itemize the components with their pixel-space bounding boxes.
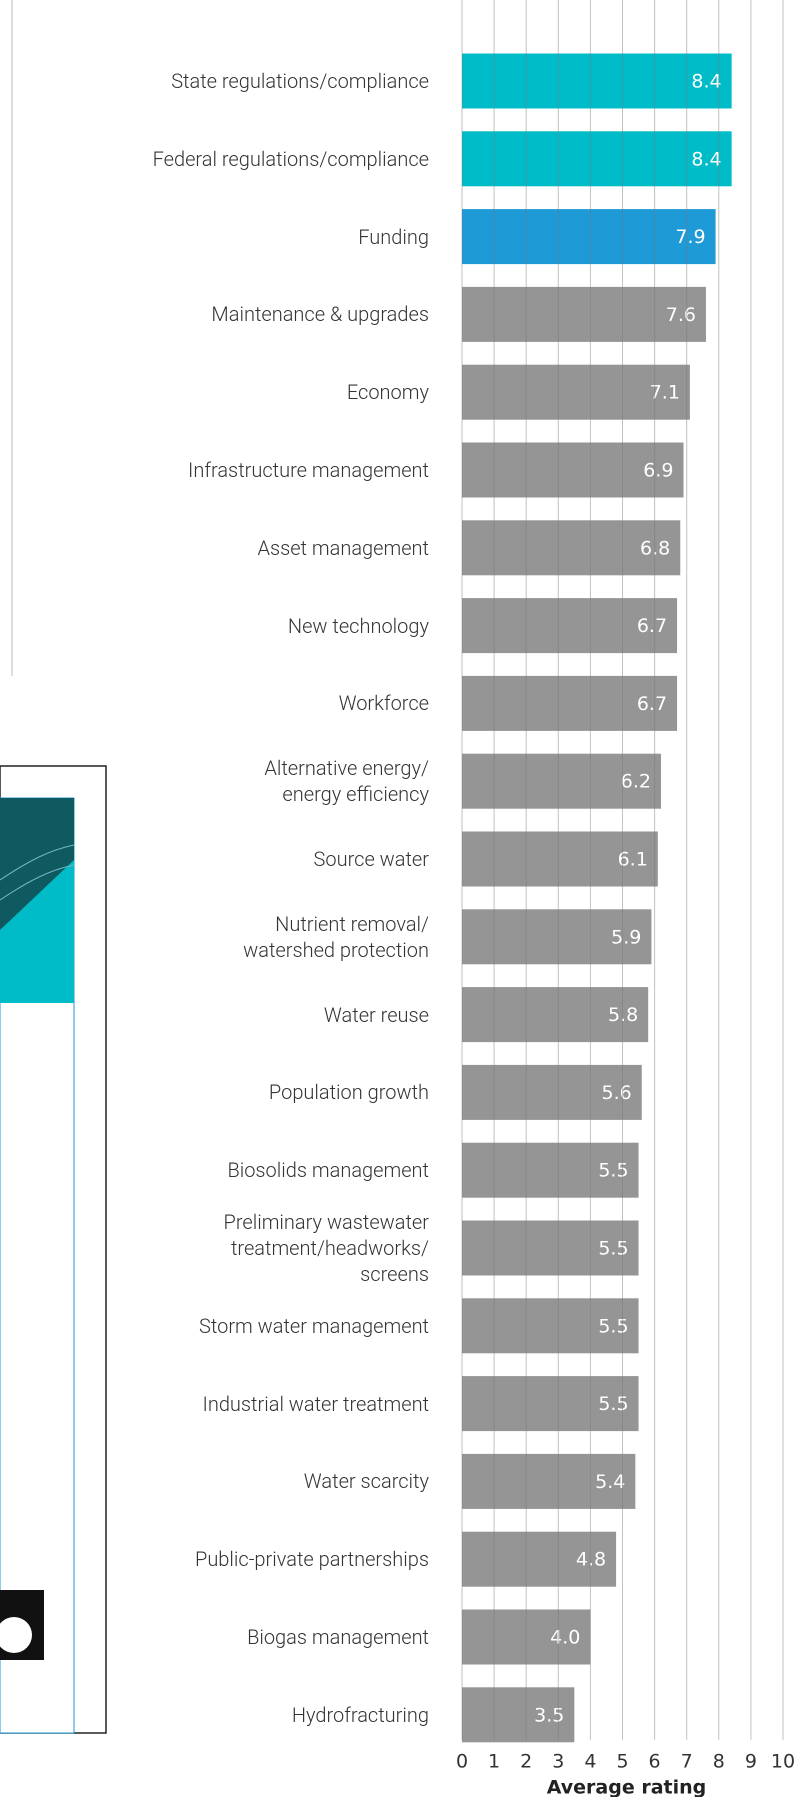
category-label: Infrastructure management — [188, 458, 429, 482]
category-label: Economy — [346, 380, 429, 405]
category-label: Nutrient removal/ watershed protection — [243, 911, 429, 962]
category-label: Workforce — [338, 691, 429, 716]
bar — [462, 1609, 591, 1665]
value-label: 6.1 — [618, 849, 648, 871]
bar — [462, 1376, 639, 1432]
x-tick-label: 3 — [552, 1751, 564, 1773]
bar — [462, 1687, 575, 1743]
category-label: Biosolids management — [227, 1158, 429, 1183]
x-tick-label: 2 — [520, 1751, 532, 1773]
x-tick-label: 1 — [488, 1751, 500, 1773]
category-label: New technology — [287, 613, 429, 638]
x-tick-label: 10 — [771, 1751, 795, 1773]
category-label: Storm water management — [199, 1313, 429, 1338]
category-label: Water scarcity — [303, 1469, 429, 1494]
bar — [462, 675, 678, 731]
value-label: 6.8 — [640, 537, 670, 559]
bar — [462, 753, 662, 809]
x-tick-label: 4 — [584, 1751, 596, 1773]
bar — [462, 1142, 639, 1198]
bar — [462, 286, 706, 342]
bar — [462, 987, 649, 1043]
bar — [462, 53, 732, 109]
value-label: 6.7 — [637, 615, 667, 637]
category-label: Source water — [313, 847, 429, 871]
bar — [462, 1064, 642, 1120]
bar — [462, 442, 684, 498]
category-label: Federal regulations/compliance — [152, 146, 429, 171]
category-label: Funding — [358, 224, 429, 249]
value-label: 6.9 — [643, 460, 673, 482]
category-label: Water reuse — [323, 1002, 429, 1027]
bar — [462, 909, 652, 965]
category-label: Population growth — [268, 1080, 429, 1105]
value-label: 6.7 — [637, 693, 667, 715]
value-label: 8.4 — [691, 148, 721, 170]
bar — [462, 1220, 639, 1276]
x-tick-label: 6 — [649, 1751, 661, 1773]
value-label: 7.1 — [650, 382, 680, 404]
bar — [462, 131, 732, 187]
category-label: State regulations/compliance — [171, 69, 429, 93]
x-tick-label: 7 — [681, 1751, 693, 1773]
bar — [462, 209, 716, 265]
x-tick-label: 0 — [456, 1751, 468, 1773]
category-label: Industrial water treatment — [202, 1391, 429, 1416]
value-label: 5.6 — [602, 1082, 632, 1104]
x-tick-label: 5 — [616, 1751, 628, 1773]
category-label: Asset management — [257, 535, 429, 560]
bar — [462, 598, 678, 654]
value-label: 4.0 — [550, 1627, 580, 1649]
value-label: 4.8 — [576, 1549, 606, 1571]
bar — [462, 831, 658, 887]
value-label: 5.4 — [595, 1471, 625, 1493]
value-label: 3.5 — [534, 1704, 564, 1726]
value-label: 7.9 — [675, 226, 705, 248]
value-label: 7.6 — [666, 304, 696, 326]
category-label: Hydrofracturing — [291, 1702, 429, 1727]
value-label: 8.4 — [691, 71, 721, 93]
category-label: Biogas management — [247, 1625, 429, 1649]
category-label: Preliminary wastewater treatment/headwor… — [223, 1210, 430, 1286]
category-label: Maintenance & upgrades — [211, 302, 429, 327]
bar — [462, 1298, 639, 1354]
bar — [462, 364, 690, 420]
bar — [462, 1531, 617, 1587]
x-axis-title: Average rating — [547, 1777, 707, 1797]
value-label: 5.8 — [608, 1004, 638, 1026]
value-label: 6.2 — [621, 771, 651, 793]
magazine-cover — [0, 765, 107, 1734]
value-label: 5.5 — [598, 1393, 628, 1415]
bar — [462, 1453, 636, 1509]
x-tick-label: 8 — [713, 1751, 725, 1773]
value-label: 5.5 — [598, 1238, 628, 1260]
value-label: 5.9 — [611, 926, 641, 948]
value-label: 5.5 — [598, 1160, 628, 1182]
x-tick-label: 9 — [745, 1751, 757, 1773]
category-label: Alternative energy/ energy efficiency — [264, 756, 429, 807]
bar — [462, 520, 681, 576]
value-label: 5.5 — [598, 1315, 628, 1337]
category-label: Public-private partnerships — [195, 1547, 429, 1572]
